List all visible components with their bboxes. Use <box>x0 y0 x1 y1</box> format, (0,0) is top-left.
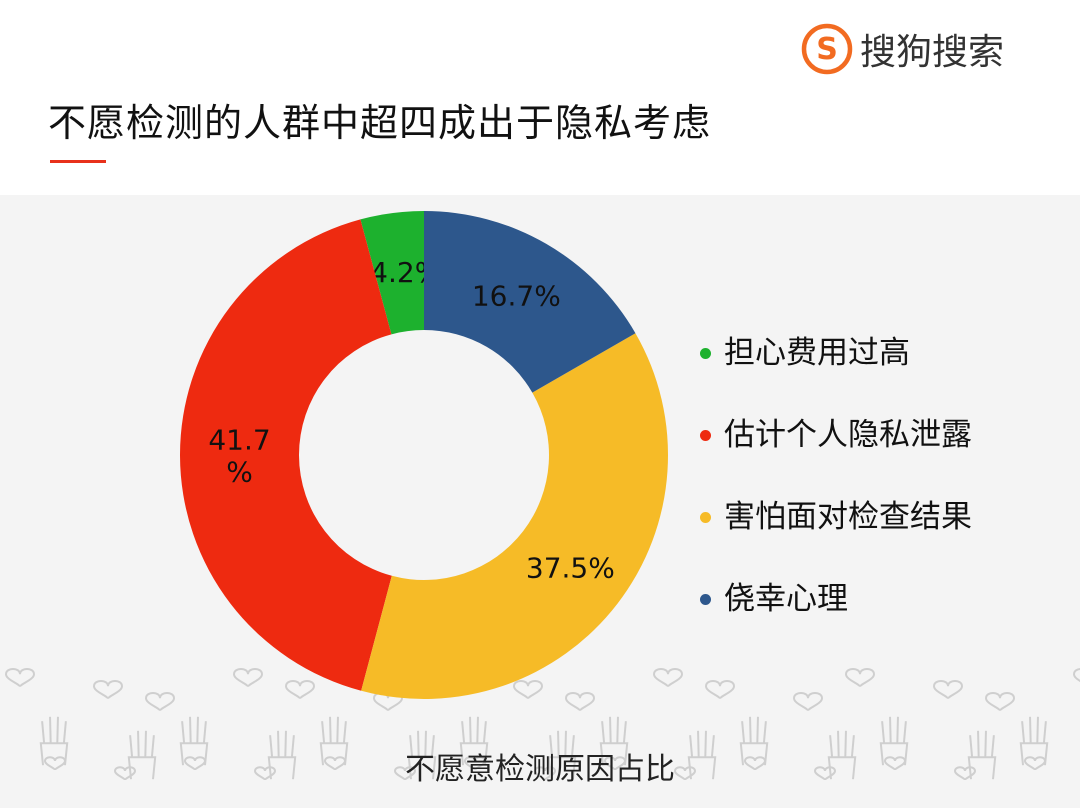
title-underline <box>50 160 106 163</box>
hand-icon <box>1019 716 1049 766</box>
heart-icon <box>232 667 264 688</box>
donut-slice <box>360 211 424 335</box>
donut-slice <box>424 211 636 393</box>
heart-icon <box>844 667 876 688</box>
heart-icon <box>953 766 977 781</box>
sogou-logo-icon: S <box>801 23 853 75</box>
hand-icon <box>459 716 489 766</box>
heart-icon <box>92 679 124 700</box>
heart-icon <box>463 756 487 771</box>
legend-item: 估计个人隐私泄露 <box>700 390 972 472</box>
legend-swatch <box>700 429 711 441</box>
donut-slice <box>361 333 668 699</box>
legend-item: 害怕面对检查结果 <box>700 472 972 554</box>
legend-swatch <box>700 511 711 523</box>
legend-item: 侥幸心理 <box>700 554 972 636</box>
heart-icon <box>652 667 684 688</box>
legend-swatch <box>700 593 711 605</box>
hearts-hands-pattern <box>4 667 1080 781</box>
heart-icon <box>603 756 627 771</box>
heart-icon <box>533 766 557 781</box>
brand: S 搜狗搜索 <box>800 22 1004 76</box>
slice-label: 37.5% <box>526 551 615 584</box>
heart-icon <box>43 756 67 771</box>
heart-icon <box>253 766 277 781</box>
header <box>0 0 1080 195</box>
heart-icon <box>1023 756 1047 771</box>
logo-letter: S <box>816 32 838 67</box>
hand-icon <box>39 716 69 766</box>
legend-label: 侥幸心理 <box>724 580 848 617</box>
donut-slice <box>180 219 392 691</box>
heart-icon <box>284 679 316 700</box>
heart-icon <box>113 766 137 781</box>
heart-icon <box>932 679 964 700</box>
heart-icon <box>1072 668 1080 683</box>
legend-label: 估计个人隐私泄露 <box>724 416 972 453</box>
heart-icon <box>183 756 207 771</box>
heart-icon <box>813 766 837 781</box>
chart-legend: 担心费用过高估计个人隐私泄露 害怕面对检查结果 侥幸心理 <box>700 308 972 636</box>
slice-label: 16.7% <box>472 279 561 312</box>
heart-icon <box>564 691 596 712</box>
hand-icon <box>599 716 629 766</box>
legend-item: 担心费用过高 <box>700 308 972 390</box>
legend-swatch <box>700 347 711 359</box>
heart-icon <box>512 679 544 700</box>
hand-icon <box>179 716 209 766</box>
heart-icon <box>393 766 417 781</box>
heart-icon <box>792 691 824 712</box>
heart-icon <box>323 756 347 771</box>
heart-icon <box>704 679 736 700</box>
hand-icon <box>879 716 909 766</box>
chart-caption: 不愿意检测原因占比 <box>405 752 675 787</box>
slice-label: 41.7% <box>208 423 270 488</box>
hand-icon <box>739 716 769 766</box>
page-title: 不愿检测的人群中超四成出于隐私考虑 <box>48 101 712 145</box>
heart-icon <box>673 766 697 781</box>
legend-label: 担心费用过高 <box>724 334 910 371</box>
brand-name: 搜狗搜索 <box>860 32 1005 73</box>
heart-icon <box>4 667 36 688</box>
heart-icon <box>743 756 767 771</box>
hand-icon <box>319 716 349 766</box>
heart-icon <box>144 691 176 712</box>
heart-icon <box>984 691 1016 712</box>
heart-icon <box>883 756 907 771</box>
legend-label: 害怕面对检查结果 <box>724 498 972 535</box>
